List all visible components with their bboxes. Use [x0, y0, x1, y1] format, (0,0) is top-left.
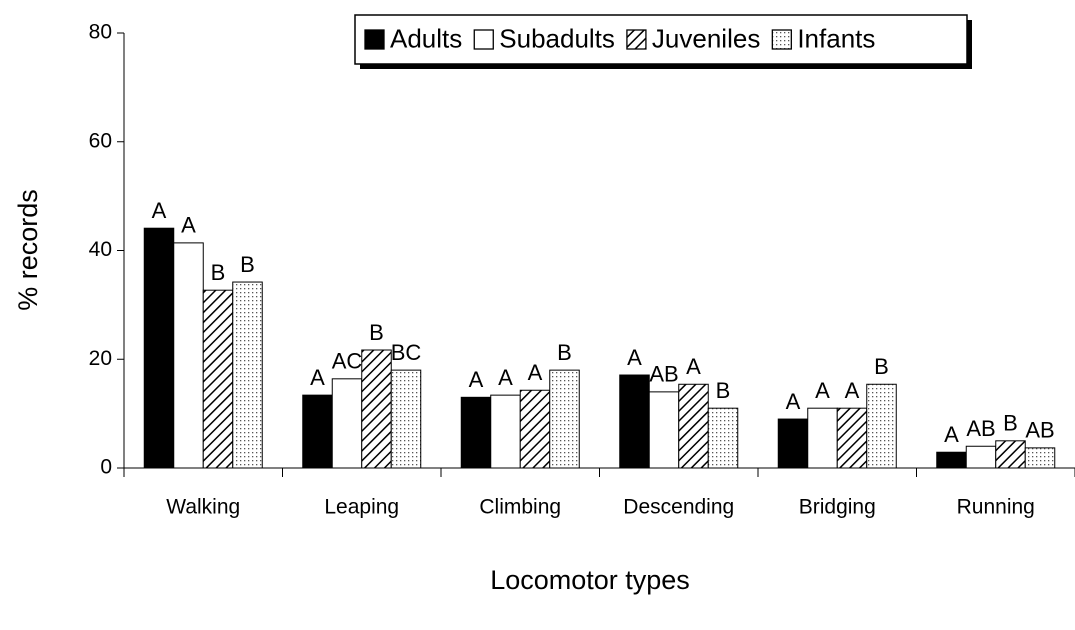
bar-letter: B — [211, 260, 226, 285]
bar — [143, 227, 175, 469]
bar-letter: AB — [966, 416, 995, 441]
bar — [936, 451, 967, 469]
bar-letter: A — [944, 422, 959, 447]
bar-letter: A — [815, 378, 830, 403]
bar — [460, 396, 492, 469]
y-tick-label: 60 — [89, 129, 112, 152]
bar-letter: A — [469, 367, 484, 392]
bar — [173, 242, 204, 469]
bar-letter: A — [498, 365, 513, 390]
bar-letter: AB — [649, 362, 678, 387]
bar — [995, 440, 1026, 469]
bar-letter: A — [845, 378, 860, 403]
legend-label: Juveniles — [652, 23, 760, 53]
bar-letter: B — [874, 354, 889, 379]
bar — [807, 407, 838, 469]
legend — [354, 14, 968, 65]
legend-swatch — [626, 29, 647, 50]
bar — [965, 445, 997, 469]
x-axis-title: Locomotor types — [490, 565, 690, 595]
bar — [866, 383, 897, 469]
bar — [619, 374, 650, 469]
y-tick-label: 0 — [100, 456, 112, 479]
bar — [390, 369, 422, 469]
y-tick-label: 40 — [89, 238, 112, 261]
bar — [648, 391, 680, 469]
x-tick-label: Leaping — [324, 496, 399, 519]
bar-letter: AB — [1025, 418, 1054, 443]
bar — [678, 383, 709, 469]
bar-letter: A — [786, 389, 801, 414]
x-tick-label: Bridging — [799, 496, 876, 519]
bar — [331, 378, 363, 469]
bar — [1024, 447, 1056, 469]
bar-letter: BC — [391, 340, 422, 365]
bar-letter: B — [369, 320, 384, 345]
legend-label: Subadults — [499, 23, 615, 53]
bar-letter: B — [557, 340, 572, 365]
bar — [707, 407, 739, 469]
bar — [836, 407, 868, 469]
bar — [302, 394, 333, 469]
bar-letter: B — [1003, 411, 1018, 436]
legend-label: Adults — [390, 23, 462, 53]
bar-letter: A — [686, 354, 701, 379]
x-tick-label: Descending — [623, 496, 734, 519]
bar — [361, 349, 392, 469]
x-tick-label: Climbing — [479, 496, 561, 519]
bar — [777, 418, 809, 469]
bar-letter: A — [528, 360, 543, 385]
legend-label: Infants — [797, 23, 875, 53]
bar — [232, 281, 263, 469]
bar-letter: A — [152, 198, 167, 223]
bar — [519, 389, 551, 469]
x-tick-label: Walking — [166, 496, 240, 519]
bar-letter: B — [240, 252, 255, 277]
legend-swatch — [364, 29, 385, 50]
bar-letter: A — [627, 345, 642, 370]
legend-swatch — [473, 29, 494, 50]
x-tick-label: Running — [957, 496, 1035, 519]
bar-letter: AC — [332, 349, 363, 374]
y-axis-title: % records — [13, 189, 43, 311]
y-tick-label: 20 — [89, 347, 112, 370]
y-tick-label: 80 — [89, 21, 112, 44]
bar-letter: B — [716, 378, 731, 403]
legend-swatch — [771, 29, 792, 50]
bar — [490, 394, 521, 469]
bar — [549, 369, 580, 469]
bar-letter: A — [181, 213, 196, 238]
bar — [202, 289, 234, 469]
bar-letter: A — [310, 365, 325, 390]
legend-items: Adults Subadults Juveniles Infants — [364, 23, 875, 53]
